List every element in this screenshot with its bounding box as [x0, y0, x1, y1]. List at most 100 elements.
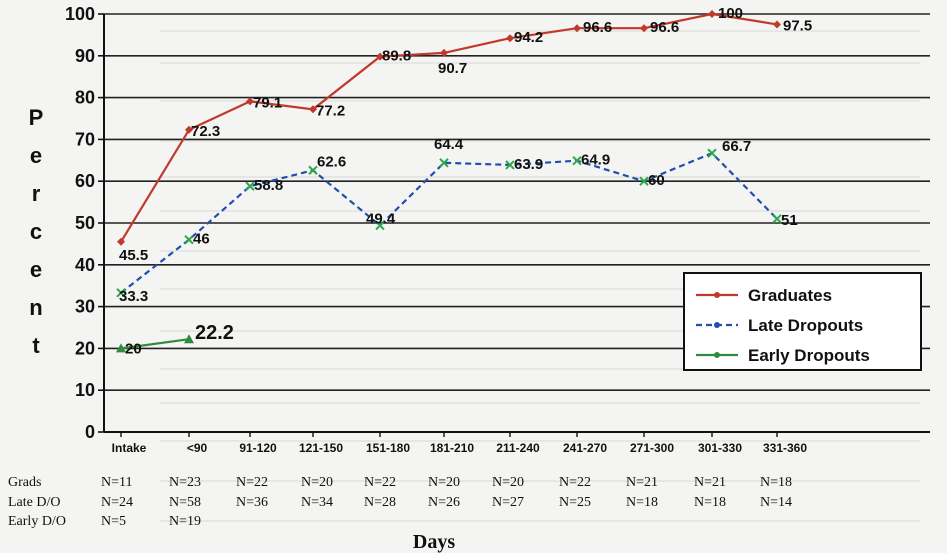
legend-marker: [714, 352, 720, 358]
marker-graduates: [309, 105, 317, 114]
sample-size-table: Grads N=11 N=23 N=22 N=20 N=22 N=20 N=20 N=22 N=2…: [8, 475, 792, 529]
data-label: 66.7: [722, 138, 751, 155]
data-label: 22.2: [195, 322, 234, 344]
bleed-line-10: [160, 402, 920, 404]
x-tick-label: 301-330: [698, 441, 742, 455]
y-axis-label-letter: r: [32, 181, 41, 206]
table-cell: N=28: [364, 495, 396, 510]
legend-marker: [714, 322, 720, 328]
table-cell: N=21: [626, 475, 658, 490]
data-label: 20: [125, 340, 142, 357]
table-cell: N=20: [301, 475, 333, 490]
data-label: 100: [718, 5, 743, 22]
table-cell: N=24: [101, 495, 133, 510]
data-label: 97.5: [783, 17, 812, 34]
marker-graduates: [506, 34, 514, 43]
bleed-line-8: [160, 330, 920, 332]
marker-graduates: [708, 10, 716, 18]
table-cell: N=26: [428, 495, 460, 510]
data-label: 64.4: [434, 136, 464, 153]
marker-late-dropouts: [707, 148, 717, 158]
x-tick-label: 121-150: [299, 441, 343, 455]
marker-late-dropouts: [639, 176, 649, 186]
data-labels: 45.5 72.3 79.1 77.2 89.8 90.7 94.2 96.6 96.6 100 9…: [119, 5, 812, 357]
x-tick-labels: Intake <90 91-120 121-150 151-180 181-210 211-…: [112, 432, 807, 455]
table-cell: N=20: [492, 475, 524, 490]
table-cell: N=18: [626, 495, 658, 510]
data-label: 72.3: [191, 123, 220, 140]
data-label: 77.2: [316, 102, 345, 119]
marker-late-dropouts: [308, 165, 318, 176]
marker-late-dropouts: [572, 156, 582, 166]
bleed-line-5: [160, 210, 920, 212]
data-label: 45.5: [119, 247, 148, 264]
data-label: 49.4: [366, 211, 396, 228]
data-label: 96.6: [650, 19, 679, 36]
table-cell: N=14: [760, 495, 792, 510]
marker-late-dropouts: [772, 214, 782, 224]
x-tick-label: 151-180: [366, 441, 410, 455]
data-label: 96.6: [583, 19, 612, 36]
y-tick-label: 40: [75, 255, 95, 275]
y-tick-label: 0: [85, 422, 95, 442]
table-cell: N=23: [169, 475, 201, 490]
table-cell: N=22: [559, 475, 591, 490]
data-label: 58.8: [254, 177, 283, 194]
marker-late-dropouts: [245, 181, 255, 191]
y-axis-label-letter: e: [30, 257, 42, 282]
table-row-label: Early D/O: [8, 514, 66, 529]
x-tick-label: 181-210: [430, 441, 474, 455]
x-tick-label: 91-120: [239, 441, 277, 455]
legend-box: [683, 272, 922, 371]
table-row-label: Late D/O: [8, 495, 60, 510]
data-label: 94.2: [514, 29, 543, 46]
bleed-line-6: [160, 250, 920, 252]
marker-late-dropouts: [375, 220, 385, 231]
y-axis-label-letter: c: [30, 219, 42, 244]
marker-late-dropouts: [505, 160, 515, 170]
table-cell: N=20: [428, 475, 460, 490]
data-label: 89.8: [382, 48, 411, 65]
marker-late-dropouts: [116, 288, 126, 298]
y-tick-label: 20: [75, 338, 95, 358]
bleed-line-7: [160, 288, 920, 290]
background-bleed-text: [160, 30, 920, 522]
x-tick-label: 241-270: [563, 441, 607, 455]
marker-late-dropouts: [184, 235, 194, 245]
table-cell: N=27: [492, 495, 524, 510]
table-cell: N=34: [301, 495, 333, 510]
marker-graduates: [376, 52, 384, 61]
table-cell: N=21: [694, 475, 726, 490]
series-markers: [116, 10, 782, 353]
y-axis-label-letter: e: [30, 143, 42, 168]
legend: Graduates Late Dropouts Early Dropouts: [683, 272, 922, 371]
marker-early-dropouts: [184, 334, 194, 344]
marker-graduates: [573, 24, 581, 33]
table-cell: N=18: [760, 475, 792, 490]
grid-lines: [98, 13, 930, 433]
data-label: 46: [193, 231, 210, 248]
table-row-label: Grads: [8, 475, 41, 490]
data-label: 33.3: [119, 288, 148, 305]
marker-graduates: [117, 237, 125, 246]
table-cell: N=11: [101, 475, 133, 490]
legend-marker: [714, 292, 720, 298]
y-tick-label: 60: [75, 171, 95, 191]
marker-graduates: [773, 20, 781, 29]
bleed-line-3: [160, 140, 920, 142]
table-cell: N=22: [236, 475, 268, 490]
data-label: 90.7: [438, 60, 467, 77]
data-label: 63.9: [514, 156, 543, 173]
y-tick-label: 70: [75, 129, 95, 149]
table-cell: N=58: [169, 495, 201, 510]
data-label: 64.9: [581, 152, 610, 169]
table-cell: N=36: [236, 495, 268, 510]
y-tick-label: 90: [75, 46, 95, 66]
data-label: 60: [648, 172, 665, 189]
y-axis-label-letter: t: [32, 333, 40, 358]
marker-graduates: [440, 48, 448, 57]
data-label: 62.6: [317, 153, 346, 170]
bleed-line-12: [160, 480, 920, 482]
